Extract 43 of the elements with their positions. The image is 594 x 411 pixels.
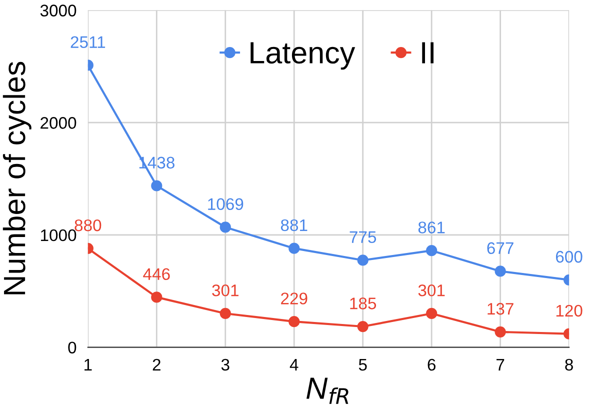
- data-label: 880: [74, 219, 102, 232]
- point: [494, 326, 506, 338]
- point: [426, 245, 438, 256]
- data-label: 881: [280, 219, 308, 232]
- data-label: 185: [350, 298, 376, 310]
- x-axis-title: N$_{fR}$: [306, 378, 348, 404]
- data-label: 677: [487, 242, 514, 254]
- data-label: 229: [281, 292, 308, 304]
- x-tick-label: 7: [496, 359, 504, 370]
- data-label: 775: [350, 231, 376, 244]
- point: [220, 222, 231, 233]
- x-tick-label: 4: [290, 359, 298, 370]
- point: [288, 242, 300, 254]
- data-label: 1069: [208, 198, 244, 210]
- y-tick-label: 3000: [40, 4, 76, 16]
- point: [151, 180, 162, 192]
- data-label: 446: [143, 268, 170, 280]
- x-tick-label: 3: [221, 358, 230, 371]
- data-label: 600: [556, 250, 582, 263]
- data-label: 861: [418, 222, 445, 234]
- point: [357, 254, 368, 266]
- data-label: 120: [556, 304, 582, 317]
- point: [426, 308, 438, 320]
- point: [220, 308, 231, 320]
- x-tick-label: 2: [152, 358, 160, 370]
- point: [357, 320, 368, 332]
- x-tick-label: 5: [358, 359, 367, 371]
- y-tick-label: 0: [68, 342, 76, 354]
- point: [494, 266, 506, 277]
- data-label: 137: [488, 302, 514, 315]
- data-label: 301: [212, 284, 238, 296]
- data-label: 301: [418, 284, 445, 296]
- point: [288, 316, 300, 328]
- x-tick-label: 1: [84, 359, 92, 370]
- x-tick-label: 6: [428, 358, 436, 371]
- y-axis-title: Number of cycles: [2, 62, 32, 294]
- y-tick-label: 1000: [41, 229, 76, 242]
- legend-label: II: [422, 42, 434, 64]
- point: [151, 292, 162, 303]
- y-tick-label: 2000: [40, 117, 76, 129]
- legend-label: Latency: [250, 42, 356, 70]
- x-tick-label: 8: [565, 358, 573, 371]
- data-label: 2511: [70, 36, 106, 48]
